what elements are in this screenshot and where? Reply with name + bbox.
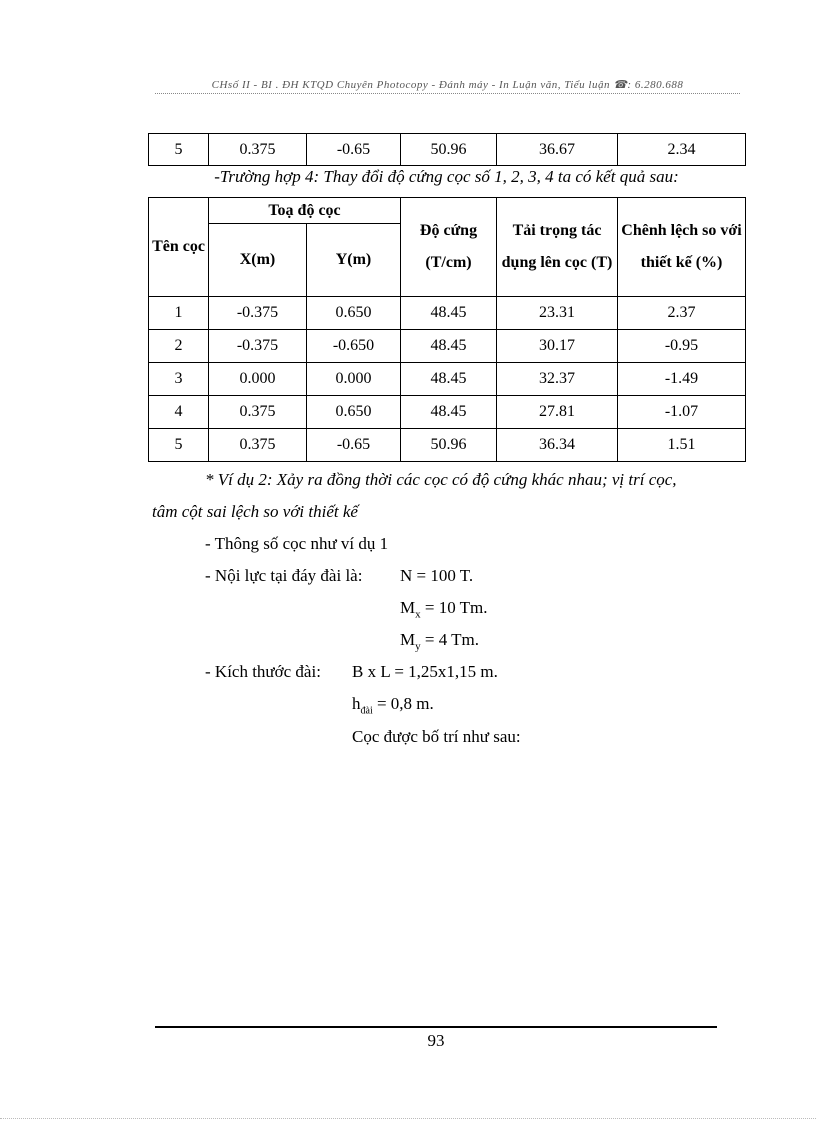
cell: -0.375 — [208, 329, 307, 363]
results-table: Tên cọc Toạ độ cọc Độ cứng (T/cm) Tải tr… — [148, 197, 746, 462]
param-line: - Thông số cọc như ví dụ 1 — [205, 534, 389, 553]
table-caption: -Trường hợp 4: Thay đổi độ cứng cọc số 1… — [214, 167, 679, 186]
running-header: CHsố II - BI . ĐH KTQD Chuyên Photocopy … — [155, 78, 740, 94]
force-n: N = 100 T. — [400, 566, 474, 585]
table-row: 2 -0.375 -0.650 48.45 30.17 -0.95 — [148, 329, 746, 363]
cell: 5 — [148, 133, 209, 166]
cell: -0.650 — [306, 329, 401, 363]
footer-rule — [155, 1026, 717, 1028]
cell: 1 — [148, 296, 209, 330]
cell: 48.45 — [400, 362, 497, 396]
cell: 0.375 — [208, 428, 307, 462]
header-toa-do: Toạ độ cọc — [208, 197, 401, 224]
table-row: 1 -0.375 0.650 48.45 23.31 2.37 — [148, 296, 746, 330]
cell: 23.31 — [496, 296, 618, 330]
cell: 48.45 — [400, 329, 497, 363]
cell: -0.65 — [306, 133, 401, 166]
header-x: X(m) — [208, 223, 307, 297]
header-chenh-lech: Chênh lệch so với thiết kế (%) — [617, 197, 746, 297]
cell: 30.17 — [496, 329, 618, 363]
cell: 48.45 — [400, 296, 497, 330]
table-continued: 5 0.375 -0.65 50.96 36.67 2.34 — [148, 133, 746, 166]
moment-y: My = 4 Tm. — [400, 630, 480, 653]
header-y: Y(m) — [306, 223, 401, 297]
example-line-2: tâm cột sai lệch so với thiết kế — [152, 502, 358, 521]
cell: 4 — [148, 395, 209, 429]
cell: 2 — [148, 329, 209, 363]
cell: -1.07 — [617, 395, 746, 429]
cell: 0.375 — [208, 133, 307, 166]
cell: -0.95 — [617, 329, 746, 363]
page-edge — [0, 1118, 816, 1119]
cell: 2.34 — [617, 133, 746, 166]
moment-x: Mx = 10 Tm. — [400, 598, 488, 621]
cell: 36.34 — [496, 428, 618, 462]
cell: 3 — [148, 362, 209, 396]
cell: 0.650 — [306, 395, 401, 429]
cell: 0.000 — [208, 362, 307, 396]
cell: 0.000 — [306, 362, 401, 396]
cell: 50.96 — [400, 428, 497, 462]
cell: 50.96 — [400, 133, 497, 166]
header-ten-coc: Tên cọc — [148, 197, 209, 297]
table-row: 5 0.375 -0.65 50.96 36.34 1.51 — [148, 428, 746, 462]
cell: 48.45 — [400, 395, 497, 429]
cell: -0.375 — [208, 296, 307, 330]
header-tai-trong: Tải trọng tác dụng lên cọc (T) — [496, 197, 618, 297]
cell: -1.49 — [617, 362, 746, 396]
table-row: 5 0.375 -0.65 50.96 36.67 2.34 — [148, 133, 746, 166]
cell: -0.65 — [306, 428, 401, 462]
size-value: B x L = 1,25x1,15 m. — [352, 662, 498, 681]
example-line-1: * Ví dụ 2: Xảy ra đồng thời các cọc có đ… — [205, 470, 677, 489]
layout-line: Cọc được bố trí như sau: — [352, 727, 521, 746]
cell: 1.51 — [617, 428, 746, 462]
cell: 36.67 — [496, 133, 618, 166]
cell: 0.375 — [208, 395, 307, 429]
cell: 0.650 — [306, 296, 401, 330]
cell: 32.37 — [496, 362, 618, 396]
cell: 2.37 — [617, 296, 746, 330]
header-do-cung: Độ cứng (T/cm) — [400, 197, 497, 297]
table-row: 4 0.375 0.650 48.45 27.81 -1.07 — [148, 395, 746, 429]
height-value: hđài = 0,8 m. — [352, 694, 434, 717]
cell: 27.81 — [496, 395, 618, 429]
force-label: - Nội lực tại đáy đài là: — [205, 566, 363, 585]
size-label: - Kích thước đài: — [205, 662, 321, 681]
table-row: 3 0.000 0.000 48.45 32.37 -1.49 — [148, 362, 746, 396]
page-number: 93 — [427, 1031, 445, 1050]
cell: 5 — [148, 428, 209, 462]
